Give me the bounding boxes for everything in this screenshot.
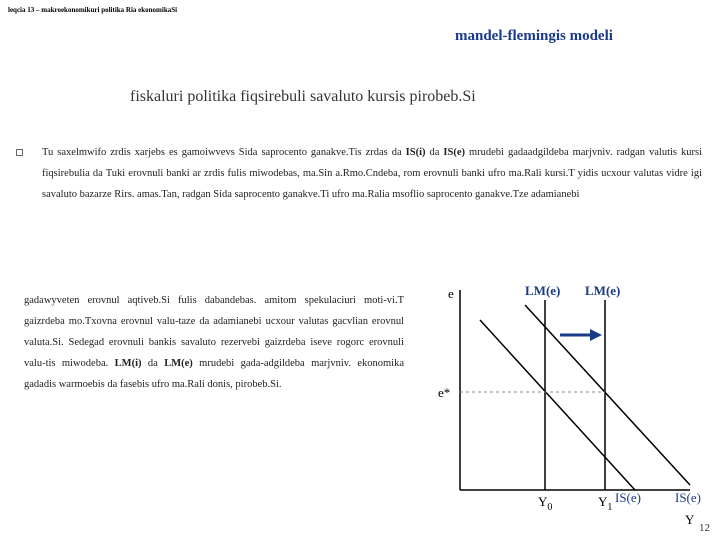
p1-bold-1: IS(i)	[406, 147, 426, 158]
is-label-1: IS(e)	[615, 490, 641, 505]
is-line-2	[525, 305, 690, 485]
p2-bold-2: LM(e)	[164, 358, 193, 369]
e-star-label: e*	[438, 385, 450, 400]
y-axis-label: Y	[685, 512, 695, 527]
p1-text-a: Tu saxelmwifo zrdis xarjebs es gamoiwvev…	[42, 147, 406, 158]
p2-bold-1: LM(i)	[115, 358, 142, 369]
lm-label-1: LM(e)	[525, 283, 560, 298]
p1-bold-2: IS(e)	[443, 147, 465, 158]
header-small: leqcia 13 – makroekonomikuri politika Ri…	[8, 6, 177, 14]
lm-label-2: LM(e)	[585, 283, 620, 298]
paragraph-2: gadawyveten erovnul aqtiveb.Si fulis dab…	[24, 290, 404, 395]
subtitle: fiskaluri politika fiqsirebuli savaluto …	[130, 88, 476, 106]
is-lm-chart: e e* LM(e) LM(e) IS(e) IS(e) Y0 Y1 Y	[430, 280, 710, 530]
is-label-2: IS(e)	[675, 490, 701, 505]
paragraph-1: Tu saxelmwifo zrdis xarjebs es gamoiwvev…	[42, 142, 702, 205]
p2-text-c: da	[141, 358, 164, 369]
is-line-1	[480, 320, 635, 490]
e-axis-label: e	[448, 286, 454, 301]
p1-text-c: da	[425, 147, 443, 158]
shift-arrow-head-icon	[590, 329, 602, 341]
y1-label: Y1	[598, 494, 612, 513]
y0-label: Y0	[538, 494, 552, 513]
page-number: 12	[699, 522, 710, 534]
bullet-square-icon	[16, 149, 23, 156]
header-title: mandel-flemingis modeli	[455, 28, 613, 45]
